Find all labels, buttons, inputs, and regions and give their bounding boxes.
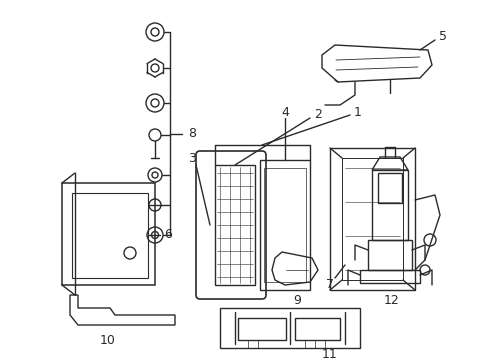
Bar — [372, 170, 408, 240]
Bar — [295, 318, 340, 340]
Text: 4: 4 — [281, 105, 289, 118]
Bar — [378, 173, 402, 203]
Bar — [368, 240, 412, 270]
Text: 8: 8 — [188, 127, 196, 140]
Text: 9: 9 — [293, 293, 301, 306]
Text: 10: 10 — [100, 333, 116, 346]
Text: 7: 7 — [326, 279, 334, 292]
Bar — [264, 168, 306, 282]
Text: 6: 6 — [164, 229, 172, 242]
Text: 12: 12 — [384, 293, 400, 306]
Bar — [238, 318, 286, 340]
Text: 2: 2 — [314, 108, 322, 122]
Text: 5: 5 — [439, 30, 447, 42]
Text: 1: 1 — [354, 105, 362, 118]
Text: 3: 3 — [188, 152, 196, 165]
Text: 11: 11 — [322, 348, 338, 360]
